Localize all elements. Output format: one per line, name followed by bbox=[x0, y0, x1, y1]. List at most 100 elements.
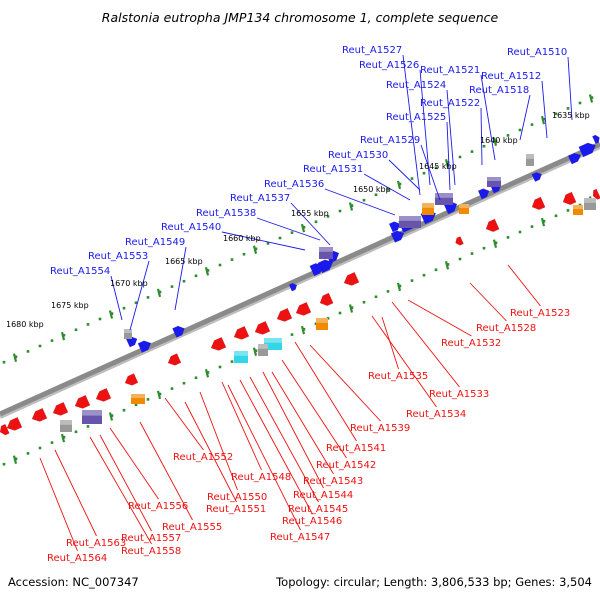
gene-label: Reut_A1546 bbox=[282, 516, 342, 527]
leader-line bbox=[402, 54, 421, 196]
gene-label: Reut_A1527 bbox=[342, 45, 402, 56]
track-dot bbox=[506, 134, 510, 137]
track-major-tick bbox=[108, 412, 114, 421]
orange-feature-shine bbox=[422, 203, 434, 208]
track-dot bbox=[350, 204, 354, 207]
track-dot bbox=[482, 246, 486, 250]
forward-gene-glyph-shape bbox=[137, 340, 152, 353]
purple-feature bbox=[319, 247, 333, 259]
gene-label: Reut_A1554 bbox=[50, 266, 110, 277]
track-dot bbox=[110, 414, 114, 417]
purple-feature-shape bbox=[319, 247, 333, 259]
track-dot bbox=[362, 198, 366, 202]
gene-label: Reut_A1536 bbox=[264, 179, 324, 190]
reverse-gene-glyph-shape bbox=[6, 416, 23, 431]
track-dot bbox=[134, 301, 138, 305]
track-dot bbox=[278, 236, 282, 240]
orange-feature bbox=[131, 394, 145, 404]
reverse-gene-glyph bbox=[562, 191, 577, 206]
track-dot bbox=[374, 193, 378, 197]
track-major-tick bbox=[108, 310, 114, 319]
tick-label: 1655 kbp bbox=[291, 209, 329, 218]
forward-gene-glyph-shape bbox=[578, 142, 596, 158]
gene-label: Reut_A1563 bbox=[66, 538, 126, 549]
track-dot bbox=[494, 241, 498, 245]
track-dot bbox=[566, 209, 570, 212]
track-dot bbox=[410, 279, 414, 282]
grey-feature bbox=[258, 344, 268, 356]
forward-gene-glyph-shape bbox=[390, 230, 405, 243]
leader-line bbox=[249, 376, 319, 503]
map-title: Ralstonia eutropha JMP134 chromosome 1, … bbox=[102, 10, 499, 25]
gene-label: Reut_A1528 bbox=[476, 323, 536, 334]
gene-label: Reut_A1523 bbox=[510, 308, 570, 319]
gene-label-layer: 1635 kbp 1640 kbp 1645 kbp 1650 kbp 1655 kbp… bbox=[6, 45, 590, 564]
track-dot bbox=[302, 225, 306, 229]
track-major-tick bbox=[204, 369, 210, 378]
reverse-gene-glyph bbox=[74, 394, 91, 409]
track-major-tick bbox=[444, 159, 450, 168]
forward-gene-glyph-shape bbox=[477, 188, 490, 200]
orange-feature-shape bbox=[573, 205, 583, 215]
lower-track bbox=[2, 196, 594, 466]
reverse-gene-glyph-shape bbox=[95, 387, 112, 402]
orange-feature-shape bbox=[422, 203, 434, 215]
gene-label: Reut_A1549 bbox=[125, 237, 185, 248]
tick-label: 1635 kbp bbox=[552, 111, 590, 120]
label-leader-lines bbox=[39, 54, 573, 552]
leader-line bbox=[391, 301, 460, 388]
orange-feature bbox=[422, 203, 434, 215]
reverse-gene-glyph-shape bbox=[254, 320, 271, 335]
track-dot bbox=[86, 323, 90, 326]
gene-label: Reut_A1535 bbox=[368, 371, 428, 382]
upper-track bbox=[2, 94, 594, 364]
forward-gene-glyph-shape bbox=[531, 172, 543, 182]
reverse-gene-glyph bbox=[167, 353, 182, 366]
cyan-feature bbox=[234, 351, 248, 363]
purple-feature-shape bbox=[487, 177, 501, 187]
track-dot bbox=[122, 408, 126, 412]
track-dot bbox=[458, 155, 462, 159]
track-major-tick bbox=[204, 267, 210, 276]
reverse-gene-glyph bbox=[295, 301, 312, 316]
grey-feature-shape bbox=[258, 344, 268, 356]
track-dot bbox=[254, 349, 258, 353]
purple-feature bbox=[435, 193, 453, 205]
leader-line bbox=[388, 159, 421, 191]
track-dot bbox=[218, 365, 222, 369]
gene-label: Reut_A1526 bbox=[359, 60, 419, 71]
tick-label: 1665 kbp bbox=[165, 257, 203, 266]
track-dot bbox=[470, 150, 474, 153]
reverse-gene-glyph-shape bbox=[31, 407, 48, 422]
forward-gene-glyph bbox=[477, 188, 490, 200]
track-major-tick bbox=[588, 94, 594, 103]
leader-line bbox=[294, 341, 357, 442]
gene-label: Reut_A1545 bbox=[288, 504, 348, 515]
reverse-gene-glyph-shape bbox=[124, 373, 139, 386]
leader-line bbox=[129, 260, 150, 331]
track-dot bbox=[434, 268, 438, 272]
track-dot bbox=[38, 344, 42, 348]
forward-gene-glyph bbox=[390, 230, 405, 243]
orange-feature-shine bbox=[573, 205, 583, 209]
purple-feature bbox=[82, 410, 102, 424]
forward-gene-glyph bbox=[309, 263, 324, 277]
track-major-tick bbox=[300, 223, 306, 233]
grey-feature-shape bbox=[124, 329, 132, 339]
purple-feature bbox=[399, 216, 421, 228]
gene-label: Reut_A1538 bbox=[196, 208, 256, 219]
gene-label: Reut_A1530 bbox=[328, 150, 388, 161]
gene-label: Reut_A1540 bbox=[161, 222, 221, 233]
forward-gene-glyph-shape bbox=[592, 134, 600, 144]
track-dot bbox=[542, 117, 546, 121]
track-major-tick bbox=[492, 239, 498, 248]
purple-feature-shape bbox=[399, 216, 421, 228]
leader-line bbox=[54, 449, 97, 537]
backbone-line bbox=[0, 141, 600, 417]
track-dot bbox=[206, 371, 210, 374]
tick-label: 1640 kbp bbox=[480, 136, 518, 145]
cyan-feature-shine bbox=[264, 338, 282, 343]
track-dot bbox=[506, 236, 510, 239]
gene-label: Reut_A1531 bbox=[303, 164, 363, 175]
leader-line bbox=[290, 202, 331, 246]
